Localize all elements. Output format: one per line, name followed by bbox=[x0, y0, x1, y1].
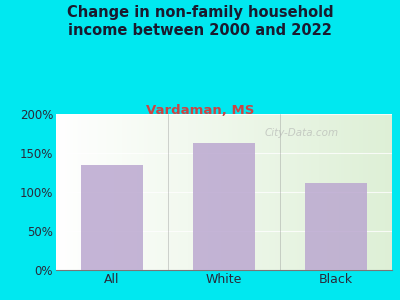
Bar bbox=[305, 183, 367, 270]
Text: Change in non-family household
income between 2000 and 2022: Change in non-family household income be… bbox=[67, 4, 333, 38]
Bar bbox=[193, 143, 255, 270]
Text: City-Data.com: City-Data.com bbox=[264, 128, 338, 138]
Text: Vardaman, MS: Vardaman, MS bbox=[146, 103, 254, 116]
Bar bbox=[81, 165, 143, 270]
